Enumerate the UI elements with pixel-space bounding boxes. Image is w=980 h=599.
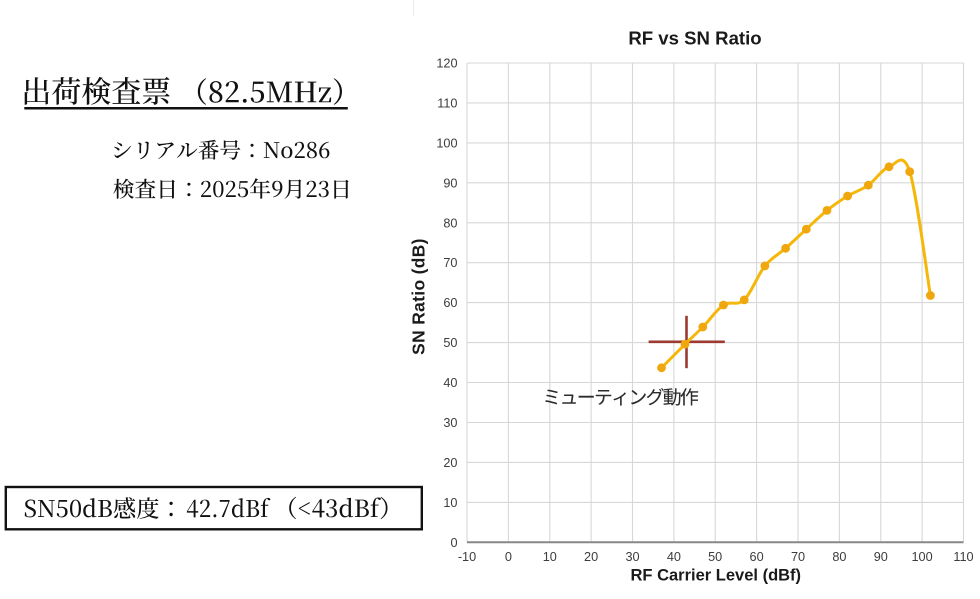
- svg-text:40: 40: [443, 376, 457, 390]
- svg-text:90: 90: [443, 176, 457, 190]
- svg-text:RF Carrier Level (dBf): RF Carrier Level (dBf): [631, 566, 802, 584]
- svg-text:50: 50: [443, 336, 457, 350]
- svg-text:0: 0: [505, 550, 512, 564]
- svg-text:-10: -10: [458, 550, 476, 564]
- svg-text:60: 60: [443, 296, 457, 310]
- svg-text:10: 10: [543, 550, 557, 564]
- svg-text:60: 60: [750, 550, 764, 564]
- svg-text:30: 30: [625, 550, 639, 564]
- svg-text:50: 50: [708, 550, 722, 564]
- svg-text:100: 100: [912, 550, 933, 564]
- svg-text:80: 80: [832, 550, 846, 564]
- svg-text:0: 0: [450, 536, 457, 550]
- svg-text:SN Ratio (dB): SN Ratio (dB): [409, 238, 429, 355]
- svg-text:120: 120: [436, 57, 457, 71]
- svg-text:100: 100: [436, 136, 457, 150]
- svg-text:110: 110: [953, 550, 973, 564]
- svg-text:40: 40: [667, 550, 681, 564]
- svg-text:30: 30: [443, 416, 457, 430]
- svg-text:20: 20: [584, 550, 598, 564]
- svg-text:70: 70: [443, 256, 457, 270]
- svg-text:10: 10: [443, 496, 457, 510]
- svg-text:90: 90: [874, 550, 888, 564]
- svg-text:RF vs SN Ratio: RF vs SN Ratio: [628, 28, 761, 49]
- svg-text:20: 20: [443, 456, 457, 470]
- svg-text:80: 80: [443, 216, 457, 230]
- svg-text:70: 70: [791, 550, 805, 564]
- svg-text:110: 110: [437, 96, 457, 110]
